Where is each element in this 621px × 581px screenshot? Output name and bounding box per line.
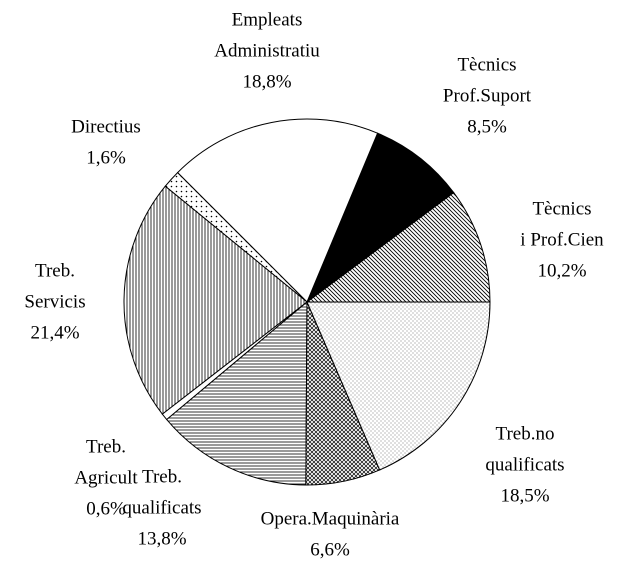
value-label: 18,5% bbox=[500, 485, 549, 506]
pie-slice bbox=[305, 132, 455, 304]
slice-label: Agricult bbox=[74, 467, 138, 488]
value-label: 18,8% bbox=[242, 71, 291, 92]
slice-label: Tècnics bbox=[532, 198, 591, 219]
value-label: 10,2% bbox=[537, 260, 586, 281]
slice-label: Prof.Suport bbox=[443, 85, 532, 106]
slice-label: qualificats bbox=[122, 497, 201, 518]
slice-label: Treb. bbox=[35, 260, 75, 281]
slice-label: Treb. bbox=[142, 466, 182, 487]
slice-label: Empleats bbox=[232, 9, 303, 30]
pie-slice bbox=[176, 118, 379, 303]
slice-label: Administratiu bbox=[214, 40, 320, 61]
slice-label: Servicis bbox=[24, 291, 85, 312]
value-label: 13,8% bbox=[137, 528, 186, 549]
slice-label: Directius bbox=[71, 116, 141, 137]
pie-slice bbox=[166, 300, 308, 486]
value-label: 1,6% bbox=[86, 147, 126, 168]
slice-label: Tècnics bbox=[457, 54, 516, 75]
slice-label: Opera.Maquinària bbox=[261, 508, 400, 529]
value-label: 8,5% bbox=[467, 116, 507, 137]
slice-label: Treb.no bbox=[496, 423, 555, 444]
slice-label: i Prof.Cien bbox=[520, 229, 604, 250]
pie-slice bbox=[305, 191, 491, 303]
pie-slice bbox=[123, 185, 308, 415]
slice-label: qualificats bbox=[485, 454, 564, 475]
slice-label: Treb. bbox=[86, 436, 126, 457]
value-label: 0,6% bbox=[86, 498, 126, 519]
pie-slice bbox=[306, 301, 491, 471]
value-label: 21,4% bbox=[30, 322, 79, 343]
value-label: 6,6% bbox=[310, 539, 350, 560]
